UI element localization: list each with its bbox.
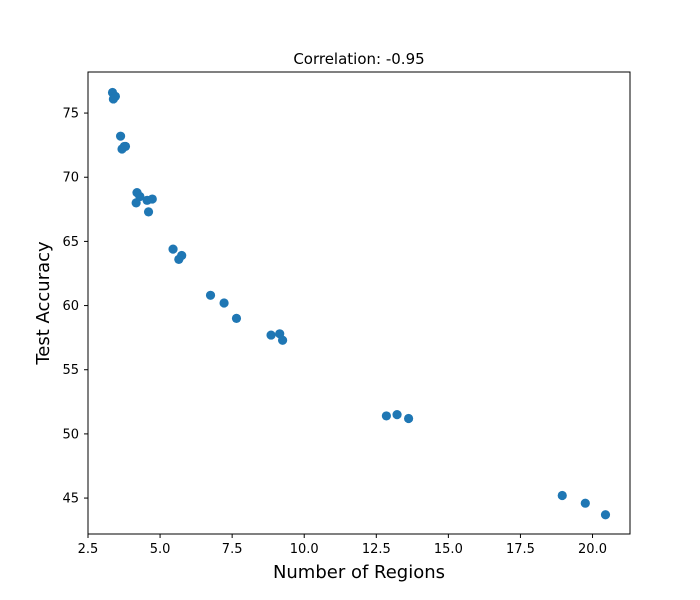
data-point [600,510,611,520]
y-tick-label: 50 [62,427,79,442]
data-point [278,335,288,345]
x-tick-label: 15.0 [434,542,463,557]
data-point [108,94,118,104]
data-point [580,498,590,508]
data-point [392,410,402,420]
data-point [131,198,141,208]
x-tick-label: 5.0 [150,542,171,557]
x-tick-label: 12.5 [362,542,391,557]
x-tick-label: 10.0 [290,542,319,557]
x-tick-label: 2.5 [78,542,99,557]
data-point [557,490,567,501]
y-tick-label: 55 [62,363,79,378]
data-point [219,298,229,308]
y-tick-label: 70 [62,171,79,186]
x-axis: 2.5 5.0 7.5 10.0 12.5 15.0 17.5 20.0 [78,534,607,557]
chart-title: Correlation: -0.95 [293,50,424,68]
data-point [115,131,126,141]
x-axis-label: Number of Regions [273,562,445,583]
data-point [266,330,276,340]
x-tick-label: 7.5 [222,542,243,557]
y-tick-label: 45 [62,492,79,507]
y-tick-label: 75 [62,107,79,122]
data-point [147,194,157,204]
x-tick-label: 20.0 [578,542,607,557]
data-point [168,244,178,254]
points-layer [107,87,611,520]
x-tick-label: 17.5 [506,542,535,557]
y-tick-label: 60 [62,299,79,314]
data-point [174,254,184,264]
y-axis-label: Test Accuracy [33,241,54,366]
plot-frame [87,71,631,535]
y-axis: 45 50 55 60 65 70 75 [62,107,88,507]
data-point [205,290,216,300]
data-point [231,313,242,323]
data-point [143,207,154,217]
data-point [119,141,129,152]
y-tick-label: 65 [62,235,79,250]
data-point [403,413,414,424]
data-point [381,411,391,421]
